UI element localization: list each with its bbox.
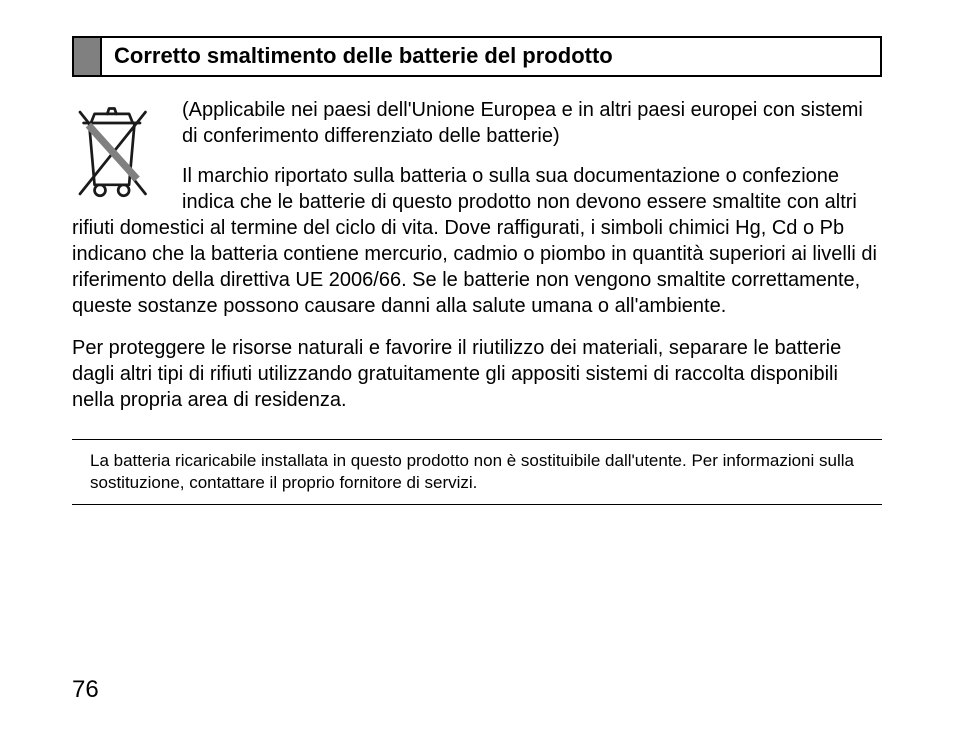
paragraph-main: Il marchio riportato sulla batteria o su… (72, 163, 882, 319)
title-bullet-square (74, 38, 102, 75)
section-title-bar: Corretto smaltimento delle batterie del … (72, 36, 882, 77)
paragraph-applicability: (Applicabile nei paesi dell'Unione Europ… (72, 97, 882, 149)
note-text: La batteria ricaricabile installata in q… (90, 450, 878, 494)
page-number: 76 (72, 676, 99, 704)
section-title: Corretto smaltimento delle batterie del … (102, 38, 880, 75)
paragraph-recycle: Per proteggere le risorse naturali e fav… (72, 335, 882, 413)
crossed-bin-icon (72, 103, 168, 203)
note-box: La batteria ricaricabile installata in q… (72, 439, 882, 505)
body-block-1: (Applicabile nei paesi dell'Unione Europ… (72, 97, 882, 319)
document-page: Corretto smaltimento delle batterie del … (0, 0, 954, 742)
